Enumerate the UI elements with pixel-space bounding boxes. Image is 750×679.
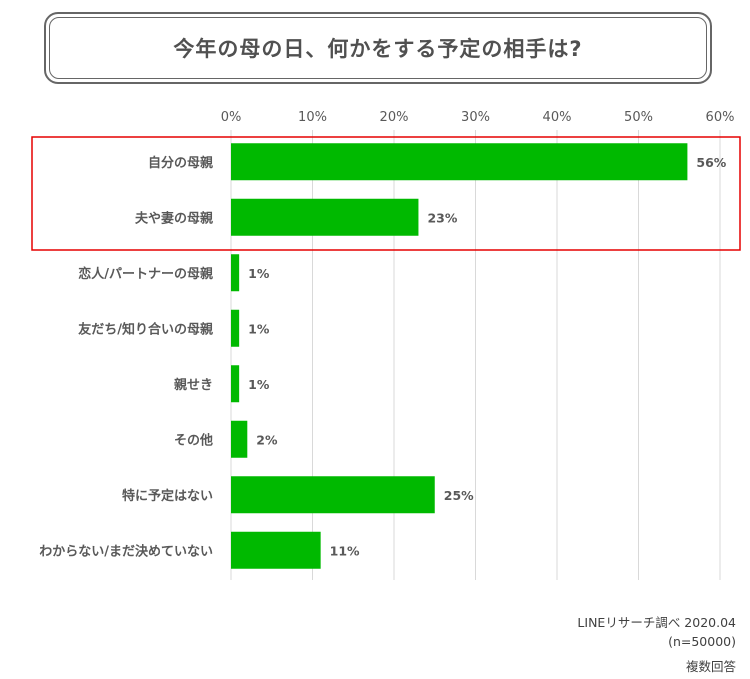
x-tick-label: 30% bbox=[461, 110, 490, 125]
data-label: 1% bbox=[248, 377, 270, 392]
source-note: LINEリサーチ調べ 2020.04 bbox=[577, 615, 736, 630]
bar-chart: 0% 10% 20% 30% 40% 50% 60% 自分の母親 56% 夫や妻の母親 23% 恋人/… bbox=[31, 110, 741, 580]
category-label: 親せき bbox=[174, 377, 213, 393]
category-label: 自分の母親 bbox=[148, 155, 213, 171]
title-frame-outer bbox=[44, 12, 712, 84]
x-tick-label: 60% bbox=[706, 110, 735, 125]
category-label: 恋人/パートナーの母親 bbox=[78, 266, 213, 282]
category-label: 夫や妻の母親 bbox=[135, 210, 213, 226]
bar bbox=[231, 365, 240, 403]
sample-size-note: (n=50000) bbox=[668, 634, 736, 649]
bar bbox=[231, 420, 248, 458]
x-tick-label: 50% bbox=[624, 110, 653, 125]
highlight-box bbox=[31, 136, 741, 251]
x-tick-label: 0% bbox=[221, 110, 242, 125]
bar bbox=[231, 198, 419, 236]
chart-title: 今年の母の日、何かをする予定の相手は? bbox=[173, 37, 583, 61]
data-label: 23% bbox=[427, 210, 457, 225]
data-label: 2% bbox=[256, 432, 278, 447]
answer-type-note: 複数回答 bbox=[685, 659, 736, 674]
data-label: 1% bbox=[248, 266, 270, 281]
bar bbox=[231, 309, 240, 347]
x-tick-label: 40% bbox=[543, 110, 572, 125]
data-label: 1% bbox=[248, 321, 270, 336]
bar bbox=[231, 476, 435, 514]
title-frame: 今年の母の日、何かをする予定の相手は? bbox=[49, 17, 707, 79]
category-label: 特に予定はない bbox=[122, 488, 213, 504]
data-label: 56% bbox=[696, 155, 726, 170]
x-tick-label: 20% bbox=[380, 110, 409, 125]
data-label: 25% bbox=[444, 488, 474, 503]
x-tick-label: 10% bbox=[298, 110, 327, 125]
bar bbox=[231, 531, 321, 569]
category-label: 友だち/知り合いの母親 bbox=[78, 321, 213, 337]
data-label: 11% bbox=[330, 543, 360, 558]
category-label: わからない/まだ決めていない bbox=[39, 543, 213, 559]
bar bbox=[231, 143, 688, 181]
category-label: その他 bbox=[174, 432, 213, 448]
bar bbox=[231, 254, 240, 292]
